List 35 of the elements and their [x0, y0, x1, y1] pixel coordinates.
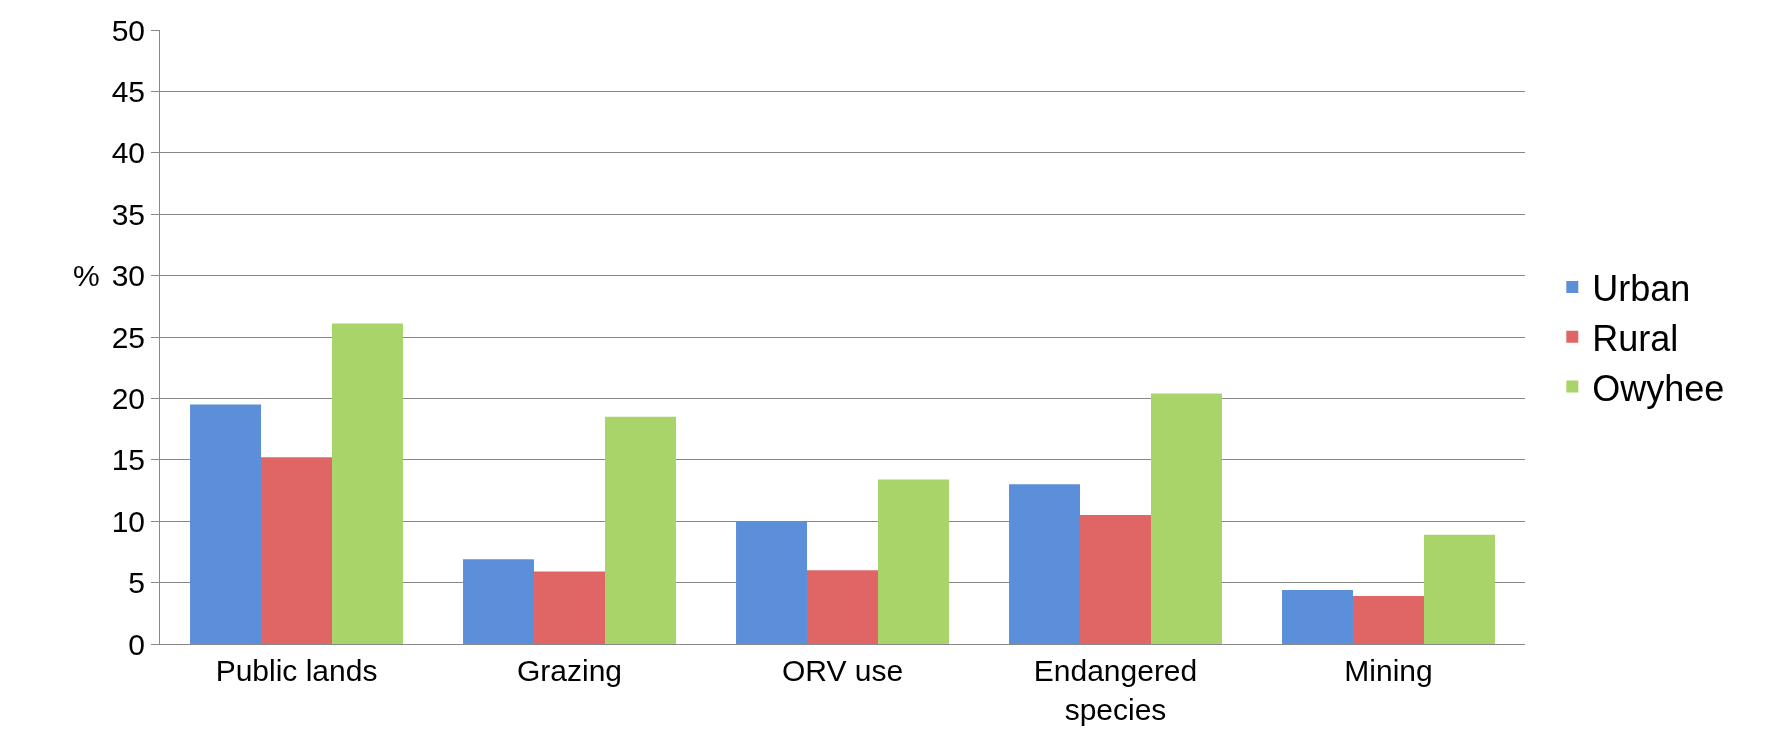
bar [877, 479, 949, 644]
bar [1009, 484, 1081, 644]
bar [1080, 515, 1151, 644]
bar [331, 323, 403, 644]
bar [190, 404, 262, 644]
bar [1423, 534, 1495, 644]
bar [736, 521, 808, 644]
x-tick-label: Grazing [516, 654, 623, 687]
y-axis-title: % [73, 259, 100, 292]
bar [534, 571, 605, 644]
y-tick-label: 0 [128, 627, 145, 661]
bar [1150, 393, 1222, 644]
y-tick-label: 45 [111, 74, 145, 108]
y-tick-label: 10 [111, 504, 145, 538]
y-tick-label: 40 [111, 136, 145, 170]
y-tick-label: 30 [111, 259, 145, 293]
bar [1282, 589, 1354, 644]
y-tick-label: 50 [111, 13, 145, 47]
y-tick-label: 20 [111, 381, 145, 415]
legend-label: Urban [1592, 267, 1691, 309]
bar [604, 416, 676, 644]
bar [463, 559, 535, 644]
x-tick-label: Public lands [215, 654, 378, 687]
bar [807, 570, 878, 644]
legend-label: Rural [1592, 317, 1679, 359]
y-tick-label: 5 [128, 566, 145, 600]
x-tick-label: ORV use [781, 654, 904, 687]
y-tick-label: 35 [111, 197, 145, 231]
x-tick-label: Mining [1344, 654, 1433, 687]
bar [261, 457, 332, 644]
legend-label: Owyhee [1592, 367, 1725, 409]
bar [1353, 596, 1424, 644]
y-tick-label: 25 [111, 320, 145, 354]
y-tick-label: 15 [111, 443, 145, 477]
x-tick-label: Endangered species [1033, 654, 1198, 726]
